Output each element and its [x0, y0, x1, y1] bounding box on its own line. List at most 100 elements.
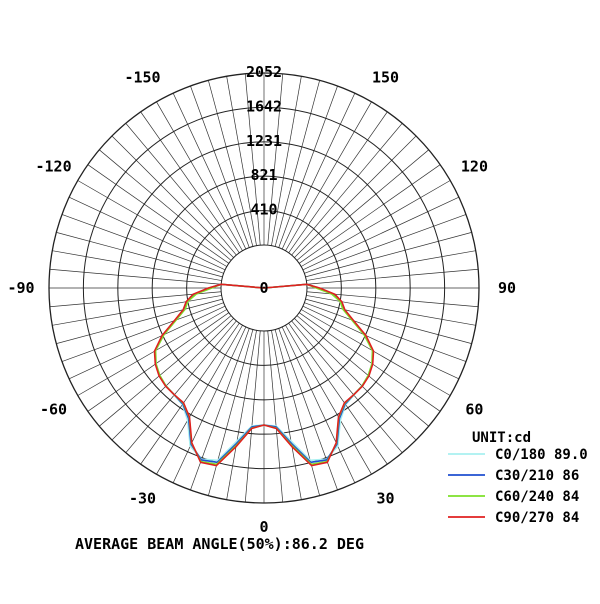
- grid-spoke: [77, 180, 227, 267]
- grid-spoke: [294, 135, 417, 258]
- grid-spoke: [288, 323, 388, 465]
- grid-ring: [186, 210, 342, 366]
- grid-spoke: [274, 329, 320, 496]
- grid-spoke: [99, 315, 232, 427]
- beam-angle-footer: AVERAGE BEAM ANGLE(50%):86.2 DEG: [75, 535, 364, 553]
- curve-c90-270: [153, 283, 375, 467]
- grid-spoke: [271, 330, 302, 500]
- grid-spoke: [302, 305, 460, 380]
- angle-label-0: 0: [259, 518, 268, 536]
- grid-spoke: [302, 196, 460, 271]
- grid-spoke: [156, 325, 243, 475]
- grid-spoke: [49, 268, 222, 285]
- grid-spoke: [304, 214, 467, 274]
- grid-spoke: [267, 73, 284, 246]
- grid-ring-inner: [220, 244, 308, 332]
- grid-ring: [48, 72, 480, 504]
- angle-label-30: 30: [376, 489, 394, 507]
- grid-spoke: [301, 180, 451, 267]
- grid-ring: [82, 106, 446, 470]
- grid-spoke: [226, 76, 257, 246]
- grid-spoke: [285, 325, 372, 475]
- grid-spoke: [208, 329, 254, 496]
- grid-spoke: [140, 111, 240, 253]
- intensity-curves: [153, 283, 375, 467]
- grid-spoke: [288, 111, 388, 253]
- polar-grid: [48, 72, 480, 504]
- legend-entry: C60/240 84: [495, 489, 579, 505]
- grid-ring: [151, 175, 377, 401]
- grid-spoke: [278, 85, 338, 248]
- ring-label: 1642: [246, 97, 282, 115]
- grid-spoke: [301, 309, 451, 396]
- grid-spoke: [306, 268, 479, 285]
- grid-spoke: [87, 164, 229, 264]
- grid-spoke: [296, 315, 429, 427]
- grid-spoke: [208, 80, 254, 247]
- grid-spoke: [190, 328, 250, 491]
- grid-spoke: [244, 330, 261, 503]
- grid-spoke: [226, 330, 257, 500]
- grid-spoke: [244, 73, 261, 246]
- grid-spoke: [305, 298, 472, 344]
- grid-spoke: [111, 318, 234, 441]
- legend-entry: C30/210 86: [495, 468, 579, 484]
- grid-spoke: [125, 320, 237, 453]
- grid-spoke: [172, 92, 247, 250]
- ring-label: 0: [259, 279, 268, 297]
- grid-spoke: [87, 312, 229, 412]
- grid-spoke: [296, 149, 429, 261]
- grid-spoke: [77, 309, 227, 396]
- ring-label: 1231: [246, 132, 282, 150]
- angle-label-150: 150: [372, 69, 399, 87]
- grid-spoke: [306, 295, 476, 326]
- ring-label: 821: [250, 166, 277, 184]
- angle-label-60: 60: [465, 401, 483, 419]
- angle-label-120: 120: [461, 158, 488, 176]
- grid-spoke: [99, 149, 232, 261]
- grid-spoke: [61, 302, 224, 362]
- grid-spoke: [291, 123, 403, 256]
- grid-spoke: [281, 326, 356, 484]
- grid-spoke: [305, 232, 472, 278]
- grid-spoke: [299, 164, 441, 264]
- grid-spoke: [68, 305, 226, 380]
- legend: UNIT:cd C0/180 89.0 C30/210 86 C60/240 84 C…: [448, 430, 588, 526]
- grid-spoke: [271, 76, 302, 246]
- polar-labels: 0 410 821 1231 1642 2052 0 30 60 90 120 150 -30 -60 -9…: [7, 63, 516, 536]
- ring-label: 2052: [246, 63, 282, 81]
- grid-spoke: [61, 214, 224, 274]
- legend-entry: C0/180 89.0: [495, 447, 588, 463]
- grid-spoke: [56, 232, 223, 278]
- grid-spoke: [140, 323, 240, 465]
- grid-spoke: [274, 80, 320, 247]
- angle-label--120: -120: [35, 158, 71, 176]
- legend-entry: C90/270 84: [495, 510, 579, 526]
- grid-spoke: [125, 123, 237, 256]
- ring-label: 410: [250, 201, 277, 219]
- angle-label--90: -90: [7, 279, 34, 297]
- grid-spoke: [306, 250, 476, 281]
- grid-spoke: [278, 328, 338, 491]
- grid-ring: [117, 141, 411, 435]
- grid-spoke: [291, 320, 403, 453]
- grid-spoke: [156, 101, 243, 251]
- grid-spoke: [285, 101, 372, 251]
- grid-spoke: [294, 318, 417, 441]
- angle-label--150: -150: [124, 69, 160, 87]
- angle-label--30: -30: [129, 489, 156, 507]
- grid-spoke: [68, 196, 226, 271]
- grid-spoke: [52, 250, 222, 281]
- grid-spoke: [299, 312, 441, 412]
- grid-spoke: [190, 85, 250, 248]
- grid-spoke: [111, 135, 234, 258]
- grid-spoke: [267, 330, 284, 503]
- grid-spoke: [172, 326, 247, 484]
- grid-spoke: [281, 92, 356, 250]
- unit-label: UNIT:cd: [472, 430, 531, 446]
- grid-spoke: [56, 298, 223, 344]
- grid-spoke: [52, 295, 222, 326]
- grid-spoke: [304, 302, 467, 362]
